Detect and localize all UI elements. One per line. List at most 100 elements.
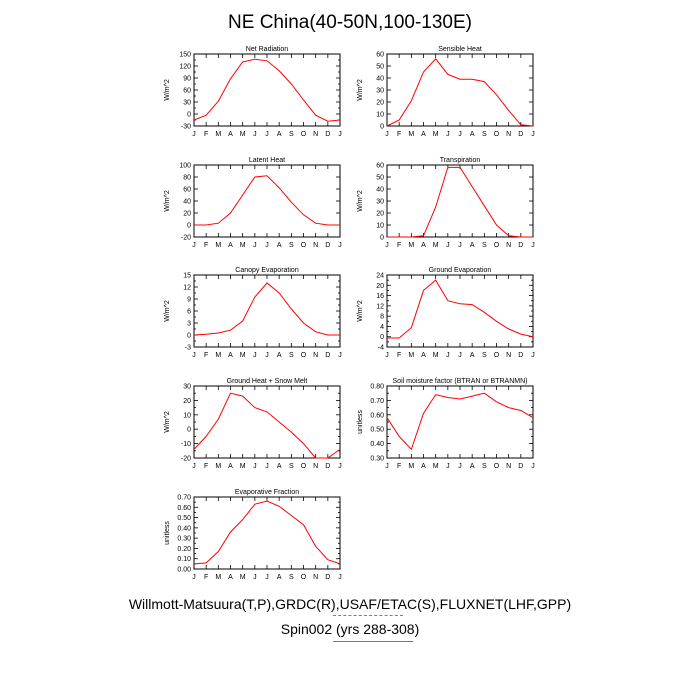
x-tick-label: J — [253, 352, 257, 359]
x-tick-label: J — [253, 131, 257, 138]
plot-frame — [386, 164, 534, 238]
x-tick-label: F — [204, 352, 208, 359]
x-tick-label: M — [433, 352, 439, 359]
x-tick-label: N — [313, 131, 318, 138]
x-tick-label: S — [289, 574, 294, 581]
chart-panel: Evaporative Fraction unitless 0.00 0.10 0.20… — [164, 489, 342, 581]
model-case-label: Spin002 (yrs 288-308) — [280, 621, 420, 637]
x-tick-label: J — [265, 574, 269, 581]
y-tick-label: -4 — [378, 345, 384, 352]
y-tick-label: 0 — [187, 333, 191, 340]
x-tick-label: J — [531, 131, 535, 138]
x-tick-label: M — [240, 131, 246, 138]
x-tick-label: O — [301, 574, 307, 581]
x-tick-label: S — [289, 463, 294, 470]
y-tick-label: 10 — [376, 223, 384, 230]
plot-frame — [386, 53, 534, 127]
x-tick-label: A — [277, 574, 282, 581]
y-tick-label: 60 — [183, 88, 191, 95]
x-tick-label: M — [240, 242, 246, 249]
y-tick-label: 60 — [376, 163, 384, 170]
y-tick-label: 0 — [187, 427, 191, 434]
y-axis-label: W/m^2 — [164, 300, 171, 322]
x-tick-label: O — [494, 131, 500, 138]
x-tick-label: S — [289, 352, 294, 359]
x-tick-label: J — [531, 352, 535, 359]
x-tick-label: F — [397, 352, 401, 359]
y-tick-label: 0.80 — [370, 384, 384, 391]
x-tick-label: M — [215, 352, 221, 359]
y-axis-label: W/m^2 — [357, 79, 364, 101]
x-tick-label: N — [313, 352, 318, 359]
x-tick-label: J — [265, 242, 269, 249]
x-tick-label: D — [325, 352, 330, 359]
y-tick-label: 20 — [183, 211, 191, 218]
y-axis-label: unitless — [357, 410, 364, 434]
x-tick-label: J — [446, 463, 450, 470]
x-tick-label: J — [192, 131, 196, 138]
observation-legend-line — [333, 615, 403, 616]
x-tick-label: J — [192, 574, 196, 581]
y-tick-label: 30 — [376, 199, 384, 206]
x-tick-label: M — [433, 131, 439, 138]
panel-title: Net Radiation — [246, 46, 289, 53]
x-tick-label: J — [338, 574, 342, 581]
y-tick-label: 12 — [183, 285, 191, 292]
panel-title: Evaporative Fraction — [235, 489, 299, 496]
x-tick-label: F — [204, 131, 208, 138]
series-line — [193, 500, 341, 565]
y-tick-label: 0.70 — [177, 495, 191, 502]
panel-title: Transpiration — [440, 157, 481, 164]
y-tick-label: 0.40 — [177, 525, 191, 532]
x-tick-label: M — [408, 131, 414, 138]
y-tick-label: 10 — [376, 112, 384, 119]
x-tick-label: J — [385, 242, 389, 249]
x-tick-label: J — [265, 352, 269, 359]
y-tick-label: 20 — [183, 398, 191, 405]
x-tick-label: F — [204, 242, 208, 249]
series-line — [386, 58, 534, 127]
y-tick-label: 0.30 — [177, 536, 191, 543]
x-tick-label: M — [408, 463, 414, 470]
y-tick-label: 0.50 — [370, 427, 384, 434]
x-tick-label: J — [338, 352, 342, 359]
x-tick-label: D — [325, 574, 330, 581]
y-tick-label: 0 — [380, 235, 384, 242]
y-tick-label: 0 — [187, 112, 191, 119]
x-tick-label: S — [482, 352, 487, 359]
x-tick-label: N — [506, 242, 511, 249]
y-tick-label: 3 — [187, 321, 191, 328]
y-tick-label: 60 — [183, 187, 191, 194]
x-tick-label: N — [313, 574, 318, 581]
y-tick-label: 0 — [380, 334, 384, 341]
x-tick-label: J — [531, 463, 535, 470]
x-tick-label: F — [397, 463, 401, 470]
x-tick-label: J — [338, 463, 342, 470]
x-tick-label: J — [338, 131, 342, 138]
x-tick-label: A — [421, 463, 426, 470]
x-tick-label: M — [215, 463, 221, 470]
x-tick-label: A — [470, 131, 475, 138]
y-tick-label: 0.20 — [177, 546, 191, 553]
y-tick-label: 60 — [376, 52, 384, 59]
y-tick-label: 24 — [376, 273, 384, 280]
y-axis-label: W/m^2 — [164, 79, 171, 101]
x-tick-label: N — [506, 463, 511, 470]
y-tick-label: 0.00 — [177, 567, 191, 574]
x-tick-label: J — [192, 352, 196, 359]
x-tick-label: S — [482, 131, 487, 138]
x-tick-label: F — [397, 242, 401, 249]
x-tick-label: J — [446, 352, 450, 359]
y-tick-label: 40 — [376, 187, 384, 194]
x-tick-label: N — [506, 352, 511, 359]
model-legend-line — [333, 641, 413, 642]
y-tick-label: 30 — [376, 88, 384, 95]
y-tick-label: 0.10 — [177, 556, 191, 563]
x-tick-label: A — [277, 131, 282, 138]
plot-frame — [386, 385, 534, 459]
y-tick-label: 0 — [187, 223, 191, 230]
x-tick-label: J — [253, 463, 257, 470]
